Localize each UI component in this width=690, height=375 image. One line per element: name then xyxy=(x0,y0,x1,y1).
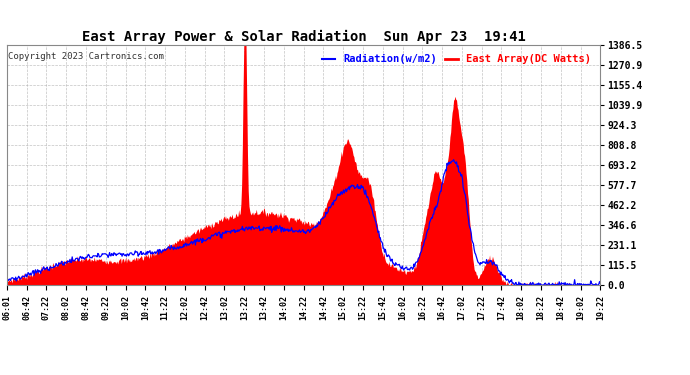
Title: East Array Power & Solar Radiation  Sun Apr 23  19:41: East Array Power & Solar Radiation Sun A… xyxy=(81,30,526,44)
Text: Copyright 2023 Cartronics.com: Copyright 2023 Cartronics.com xyxy=(8,52,164,61)
Legend: Radiation(w/m2), East Array(DC Watts): Radiation(w/m2), East Array(DC Watts) xyxy=(318,50,595,69)
